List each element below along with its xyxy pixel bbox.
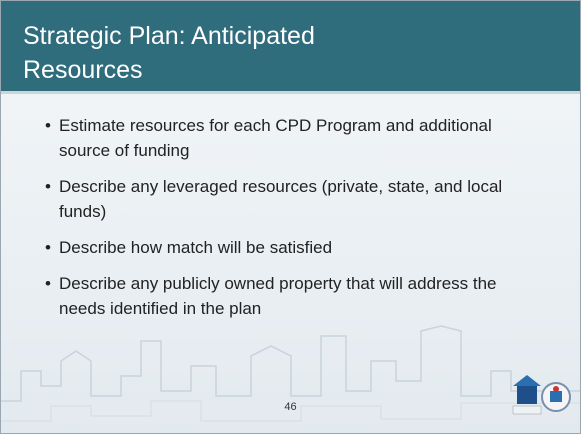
slide-title: Strategic Plan: Anticipated Resources bbox=[23, 22, 315, 84]
bullet-item: Describe how match will be satisfied bbox=[45, 235, 545, 260]
bullet-item: Describe any publicly owned property tha… bbox=[45, 271, 545, 321]
page-number: 46 bbox=[284, 401, 297, 413]
bullet-item: Describe any leveraged resources (privat… bbox=[45, 174, 545, 224]
hud-logo bbox=[512, 375, 542, 415]
bullet-list: Estimate resources for each CPD Program … bbox=[45, 113, 545, 332]
bullet-item: Estimate resources for each CPD Program … bbox=[45, 113, 545, 163]
seal-logo bbox=[541, 382, 571, 412]
title-bar: Strategic Plan: Anticipated Resources bbox=[1, 1, 580, 94]
